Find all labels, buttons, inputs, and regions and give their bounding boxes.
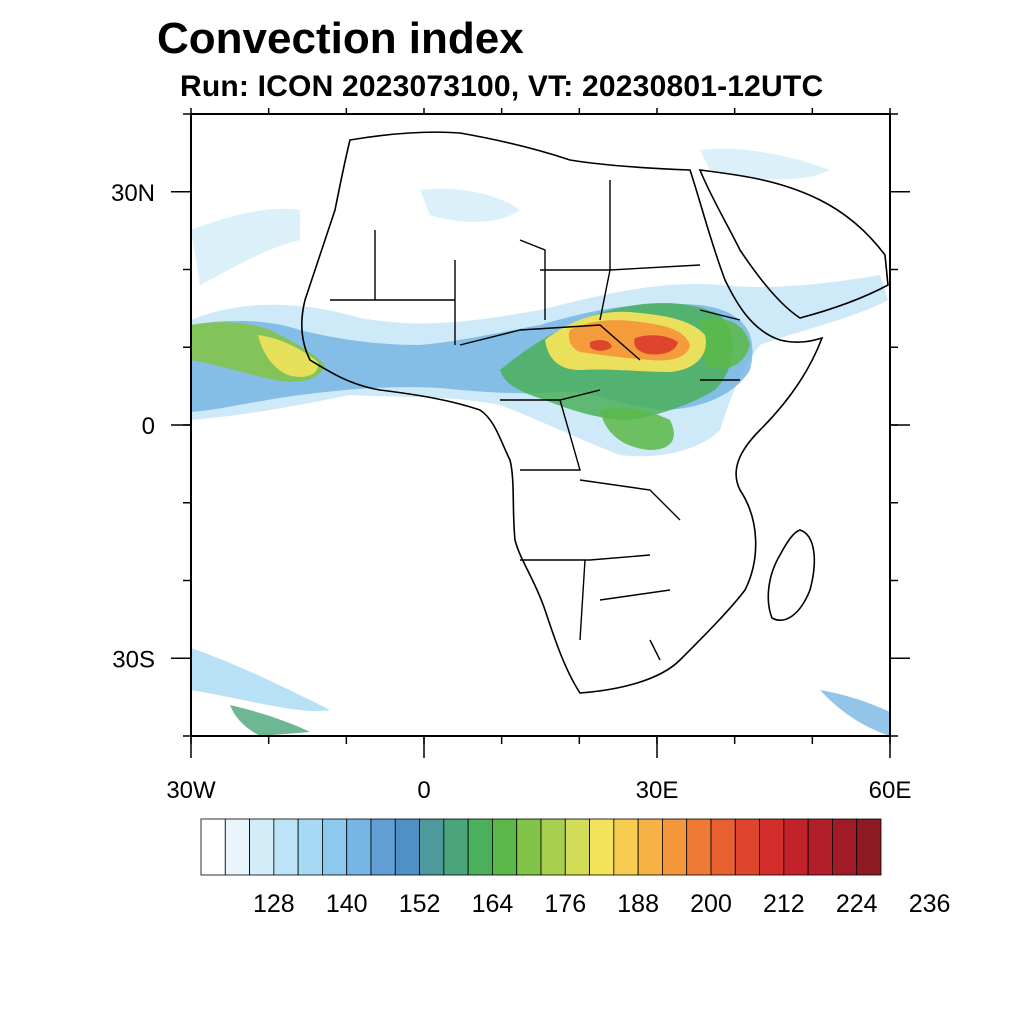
colorbar-label: 164 bbox=[472, 890, 514, 918]
field-atlantic-plume-yellow bbox=[258, 335, 319, 377]
colorbar-swatch bbox=[273, 818, 299, 876]
arabia-coastline bbox=[698, 169, 889, 319]
lat-label: 0 bbox=[142, 413, 155, 440]
country-borders bbox=[330, 180, 741, 661]
colorbar-swatch bbox=[589, 818, 615, 876]
colorbar-swatch bbox=[686, 818, 712, 876]
colorbar-swatch bbox=[467, 818, 493, 876]
colorbar-swatch bbox=[807, 818, 833, 876]
colorbar-swatch bbox=[419, 818, 445, 876]
lon-label: 30E bbox=[636, 777, 679, 804]
field-south-streak-1 bbox=[191, 648, 330, 711]
colorbar-swatch bbox=[759, 818, 785, 876]
colorbar-swatch bbox=[346, 818, 372, 876]
lat-label: 30N bbox=[111, 180, 155, 207]
map-axes: 30N 0 30S 30W 0 30E 60E bbox=[111, 108, 911, 804]
colorbar-label: 152 bbox=[399, 890, 441, 918]
colorbar-swatch bbox=[564, 818, 590, 876]
colorbar-swatch bbox=[637, 818, 663, 876]
chart-subtitle: Run: ICON 2023073100, VT: 20230801-12UTC bbox=[180, 70, 824, 103]
colorbar-swatch bbox=[492, 818, 518, 876]
colorbar-label: 176 bbox=[544, 890, 586, 918]
colorbar-swatch bbox=[200, 818, 226, 876]
colorbar-swatch bbox=[662, 818, 688, 876]
colorbar-swatch bbox=[370, 818, 396, 876]
field-south-streak-2 bbox=[230, 705, 310, 736]
chart-title: Convection index bbox=[157, 14, 524, 63]
colorbar-label: 188 bbox=[617, 890, 659, 918]
colorbar-swatch bbox=[710, 818, 736, 876]
colorbar-swatch bbox=[856, 818, 882, 876]
map-frame bbox=[190, 113, 891, 737]
colorbar-swatch bbox=[540, 818, 566, 876]
colorbar-swatch bbox=[613, 818, 639, 876]
colorbar-label: 200 bbox=[690, 890, 732, 918]
lon-label: 30W bbox=[166, 777, 216, 804]
africa-coastline bbox=[300, 131, 824, 694]
lon-label: 60E bbox=[869, 777, 912, 804]
colorbar-label: 236 bbox=[909, 890, 951, 918]
colorbar-swatch bbox=[297, 818, 323, 876]
colorbar-swatch bbox=[322, 818, 348, 876]
coastlines bbox=[300, 131, 889, 694]
colorbar-label: 128 bbox=[253, 890, 295, 918]
colorbar-swatch bbox=[394, 818, 420, 876]
madagascar-coastline bbox=[767, 529, 816, 621]
colorbar-swatch bbox=[443, 818, 469, 876]
convection-field bbox=[191, 148, 890, 736]
lon-label: 0 bbox=[417, 777, 430, 804]
colorbar-swatch bbox=[832, 818, 858, 876]
field-green-patches bbox=[600, 318, 750, 450]
field-south-streak-3 bbox=[820, 690, 890, 736]
colorbar-swatch bbox=[249, 818, 275, 876]
colorbar-swatch bbox=[516, 818, 542, 876]
colorbar-label: 212 bbox=[763, 890, 805, 918]
colorbar-label: 224 bbox=[836, 890, 878, 918]
colorbar-swatch bbox=[783, 818, 809, 876]
colorbar-swatch bbox=[734, 818, 760, 876]
field-red-core bbox=[590, 335, 678, 355]
lat-label: 30S bbox=[112, 646, 155, 673]
colorbar-label: 140 bbox=[326, 890, 368, 918]
colorbar-swatch bbox=[224, 818, 250, 876]
colorbar: 128 140 152 164 176 188 200 212 224 236 bbox=[200, 818, 951, 918]
field-north-streaks bbox=[191, 148, 830, 285]
